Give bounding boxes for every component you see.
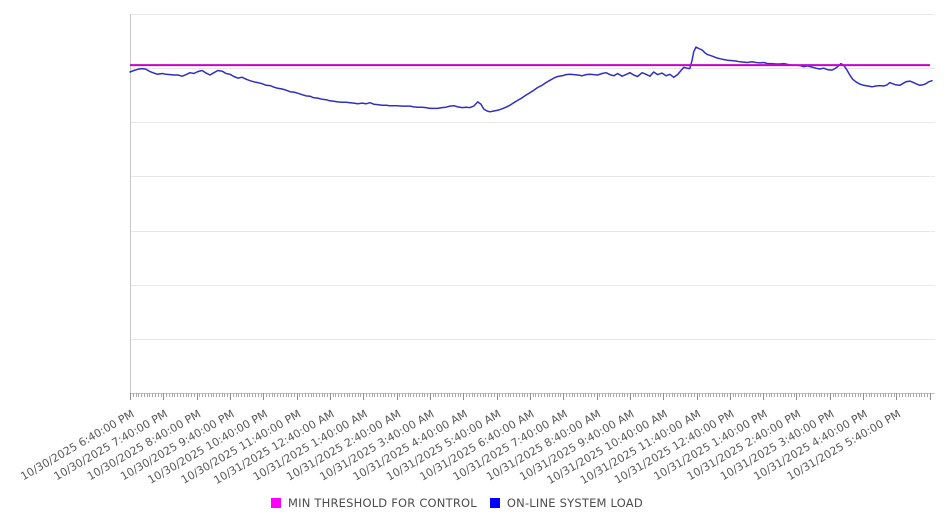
legend-swatch-min-threshold-icon — [271, 498, 281, 508]
legend-item-min-threshold[interactable]: MIN THRESHOLD FOR CONTROL — [271, 497, 477, 509]
series-online-system-load[interactable] — [129, 46, 933, 113]
gridlines — [130, 14, 935, 394]
chart-legend: MIN THRESHOLD FOR CONTROL ON-LINE SYSTEM… — [271, 497, 643, 509]
x-axis-ticks — [130, 393, 931, 400]
legend-label-min-threshold: MIN THRESHOLD FOR CONTROL — [288, 496, 477, 510]
legend-swatch-online-system-load-icon — [489, 498, 500, 508]
legend-item-online-system-load[interactable]: ON-LINE SYSTEM LOAD — [489, 496, 643, 510]
legend-label-online-system-load: ON-LINE SYSTEM LOAD — [506, 496, 643, 510]
